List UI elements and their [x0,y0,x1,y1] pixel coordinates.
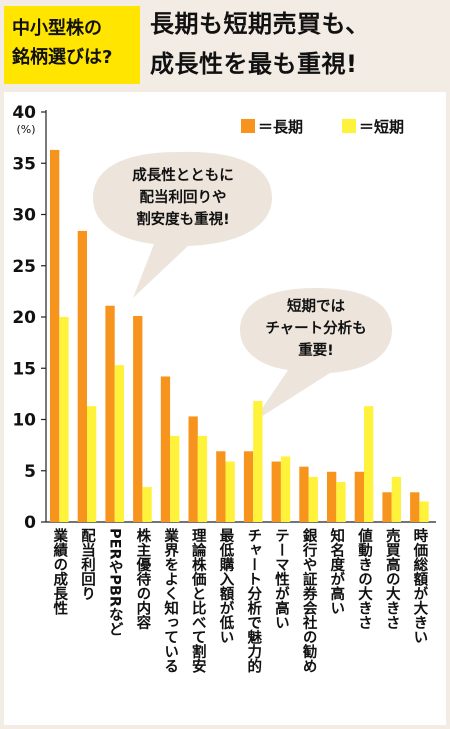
tag-line-2: 銘柄選びは? [12,47,113,68]
bar-short-term [59,317,69,522]
bar-long-term [410,492,420,522]
y-tick-label: 35 [12,154,36,174]
x-tick-label: 値動きの大きさ [356,527,373,630]
callout-bubble-1 [93,151,272,298]
bar-long-term [299,466,309,522]
bar-long-term [160,376,171,522]
callout-1-line-2: 配当利回りや [139,190,227,206]
header: 中小型株の 銘柄選びは? 長期も短期売買も、 成長性を最も重視! [0,0,450,92]
bar-long-term [327,471,337,522]
bar-short-term [364,406,374,522]
callout-text-2: 短期では チャート分析も 重要! [244,296,388,362]
callout-bubble-2 [240,288,392,422]
y-tick-label: 30 [12,206,36,226]
bar-short-term [419,501,429,522]
callout-1-line-3: 割安度も重視! [136,212,230,228]
y-tick-label: 20 [12,308,36,328]
callout-text-1: 成長性とともに 配当利回りや 割安度も重視! [100,165,266,231]
bar-long-term [133,315,143,522]
legend-swatch [241,119,255,133]
x-tick-label: PERやPBRなど [107,528,123,636]
legend: ＝長期 ＝短期 [241,118,404,136]
bar-long-term [243,451,254,522]
y-axis-unit: (%) [16,123,35,136]
y-tick-label: 10 [12,411,36,431]
x-tick-label: チャート分析で魅力的 [245,528,261,675]
x-tick-label: 株主優待の内容 [134,527,151,630]
x-tick-label: 業界をよく知っている [162,527,179,674]
bar-short-term [391,476,401,522]
legend-label: ＝長期 [258,118,303,136]
bar-long-term [105,305,115,522]
bar-short-term [253,401,263,522]
callout-shapes [93,151,392,422]
callout-2-line-1: 短期では [287,299,345,315]
y-tick-label: 40 [12,103,36,123]
legend-swatch [342,119,356,133]
y-tick-label: 15 [12,359,36,379]
bar-long-term [271,461,281,522]
x-tick-label: 時価総額が大きい [411,528,428,644]
bar-long-term [77,230,87,522]
bar-short-term [197,435,208,522]
bar-long-term [50,149,60,523]
y-tick-label: 25 [12,257,36,277]
headline: 長期も短期売買も、 成長性を最も重視! [150,4,446,84]
bars [50,149,429,523]
bar-short-term [114,365,124,522]
x-tick-label: 理論株価と比べて割安 [190,528,207,675]
bar-short-term [87,406,97,522]
legend-label: ＝短期 [359,118,404,136]
bar-short-term [336,482,346,522]
question-tag: 中小型株の 銘柄選びは? [4,6,140,84]
headline-line-2: 成長性を最も重視! [150,50,358,78]
tag-line-1: 中小型株の [12,18,102,39]
x-tick-label: 最低購入額が低い [218,528,235,644]
y-tick-label: 5 [24,462,36,482]
x-axis-labels: 業績の成長性 配当利回り PERやPBRなど 株主優待の内容 業界をよく知っている 理論株… [51,527,428,675]
bar-short-term [280,456,291,522]
callout-1-line-1: 成長性とともに [132,168,234,184]
x-tick-label: テーマ性が高い [273,528,289,630]
bar-long-term [354,471,364,522]
bar-short-term [308,476,318,522]
bar-short-term [225,461,235,522]
bar-long-term [216,451,226,522]
x-tick-label: 売買高の大きさ [384,527,400,630]
bar-short-term [142,487,152,522]
x-tick-label: 知名度が高い [328,527,344,615]
bar-short-term [170,435,180,522]
callout-2-line-2: チャート分析も [265,321,367,337]
x-tick-label: 配当利回り [79,528,95,601]
x-tick-label: 業績の成長性 [51,527,68,617]
x-tick-label: 銀行や証券会社の勧め [301,527,318,674]
bar-long-term [188,416,198,522]
bar-long-term [382,492,392,522]
headline-line-1: 長期も短期売買も、 [150,10,370,38]
y-tick-label: 0 [24,513,36,533]
callout-2-line-3: 重要! [298,343,334,359]
